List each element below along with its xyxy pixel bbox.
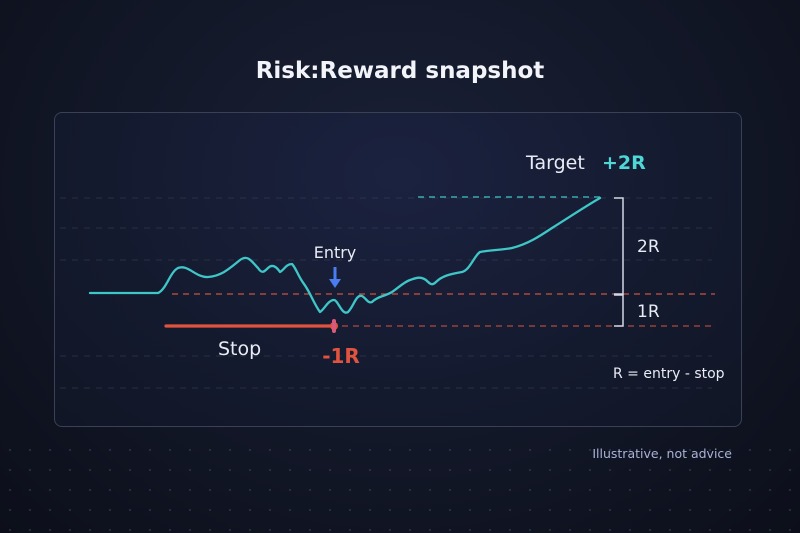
- entry-arrow-icon: [329, 267, 341, 288]
- one-r-label: 1R: [637, 302, 660, 322]
- chart-panel: [54, 112, 742, 427]
- price-line: [88, 196, 602, 314]
- two-r-bracket: [614, 197, 624, 295]
- one-r-bracket: [614, 294, 624, 327]
- formula-label: R = entry - stop: [613, 366, 725, 382]
- stop-r-label: -1R: [322, 344, 360, 368]
- background-dot-grid: [0, 440, 800, 533]
- grid-lines: [60, 197, 712, 389]
- stop-marker-tick: [332, 319, 336, 333]
- page-title: Risk:Reward snapshot: [255, 58, 545, 84]
- target-label: Target: [525, 152, 585, 174]
- disclaimer-note: Illustrative, not advice: [592, 446, 732, 461]
- entry-label: Entry: [314, 243, 357, 262]
- stop-label: Stop: [218, 338, 261, 360]
- two-r-label: 2R: [637, 237, 660, 257]
- target-r-label: +2R: [602, 152, 646, 174]
